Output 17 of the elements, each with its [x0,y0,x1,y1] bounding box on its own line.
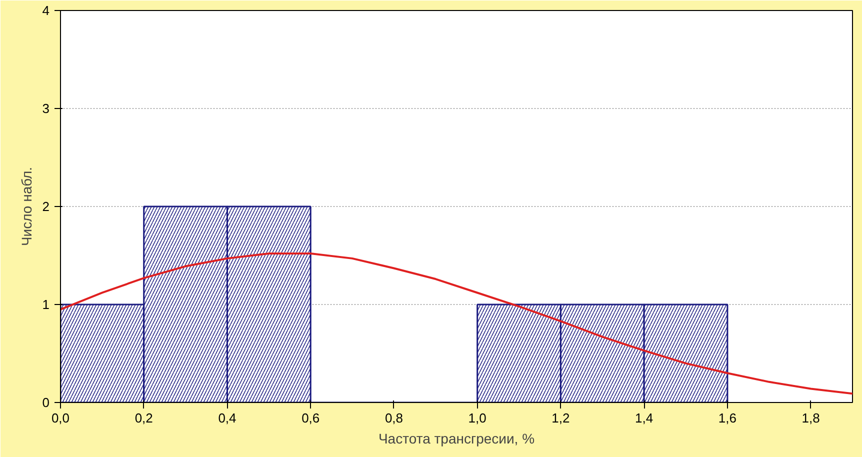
x-tick-label: 1,8 [802,410,820,426]
y-tick-label: 2 [42,199,50,214]
x-tick-label: 1,0 [468,410,486,426]
x-tick-label: 1,6 [718,410,736,426]
x-tick-label: 0,2 [134,410,153,426]
x-tick-label: 0,0 [51,410,70,426]
y-tick-label: 1 [42,297,50,312]
y-axis-title: Число набл. [18,166,34,246]
x-tick-label: 0,8 [384,410,404,426]
y-tick-label: 3 [42,101,50,116]
x-tick-label: 1,2 [552,410,570,426]
x-tick-label: 1,4 [635,410,654,426]
x-tick-label: 0,6 [302,410,320,426]
x-axis-title: Частота трансгресии, % [378,430,535,446]
x-tick-label: 0,4 [218,410,236,426]
y-tick-label: 4 [42,3,50,18]
y-tick-label: 0 [42,395,50,410]
